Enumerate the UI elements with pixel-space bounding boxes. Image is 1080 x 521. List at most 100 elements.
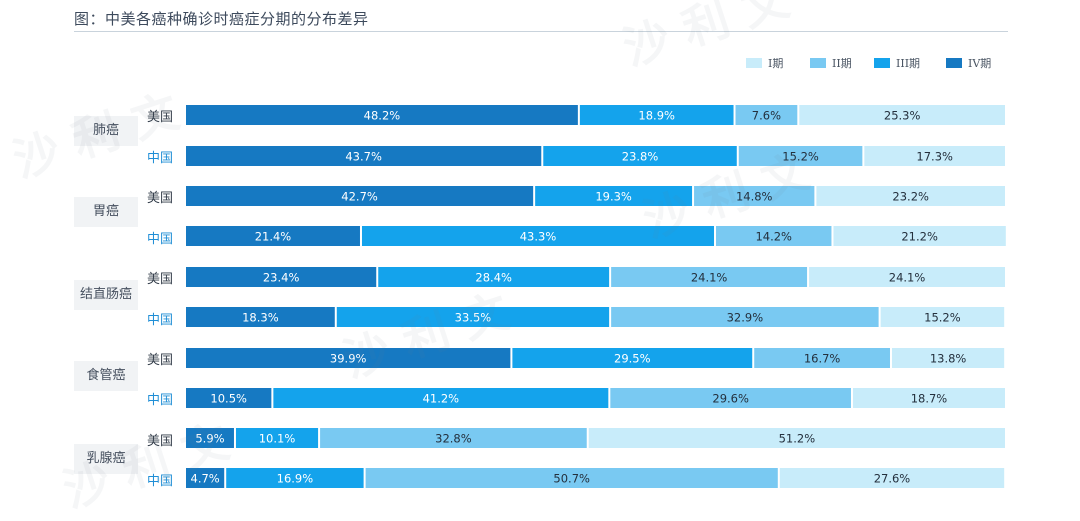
data-label-g1-r1-IV期: 21.4% [255, 230, 292, 244]
country-label-us: 美国 [146, 434, 173, 449]
country-label-cn: 中国 [146, 232, 173, 247]
data-label-g4-r0-I期: 51.2% [779, 432, 816, 446]
bar-segment-g0-r0-IV期 [186, 105, 578, 125]
group-label-esophageal: 食管癌 [74, 361, 138, 391]
data-label-g2-r1-IV期: 18.3% [242, 311, 279, 325]
country-label-us: 美国 [146, 110, 173, 125]
bar-segment-g2-r0-IV期 [186, 267, 377, 287]
bar-segment-g2-r1-I期 [880, 307, 1005, 327]
bar-segment-g4-r1-IV期 [186, 468, 225, 488]
group-label-stomach: 胃癌 [74, 197, 138, 227]
legend-swatch-stage-3 [874, 58, 890, 68]
group-label-colorectal: 结直肠癌 [74, 280, 138, 310]
data-label-g1-r0-II期: 14.8% [736, 190, 773, 204]
country-label-cn: 中国 [146, 474, 173, 489]
legend-label-stage-2: II期 [832, 57, 852, 70]
data-label-g3-r1-IV期: 10.5% [210, 392, 247, 406]
country-label-cn: 中国 [146, 151, 173, 166]
data-label-g3-r0-III期: 29.5% [614, 352, 651, 366]
bar-segment-g1-r0-IV期 [186, 186, 534, 206]
bar-segment-g4-r0-IV期 [186, 428, 234, 448]
bar-segment-g3-r1-IV期 [186, 388, 272, 408]
bar-segment-g2-r0-I期 [809, 267, 1005, 287]
bar-segment-g0-r1-III期 [543, 146, 737, 166]
group-label-breast: 乳腺癌 [74, 444, 138, 474]
data-label-g0-r0-I期: 25.3% [884, 109, 921, 123]
country-label-cn: 中国 [146, 313, 173, 328]
data-label-g4-r0-II期: 32.8% [435, 432, 472, 446]
bar-segment-g3-r0-I期 [891, 348, 1005, 368]
legend: I期 II期 III期 IV期 [746, 55, 1008, 71]
data-label-g2-r0-III期: 28.4% [475, 271, 512, 285]
data-label-g3-r0-I期: 13.8% [930, 352, 967, 366]
data-label-g4-r1-III期: 16.9% [277, 472, 314, 486]
bar-segment-g0-r0-I期 [799, 105, 1005, 125]
legend-swatch-stage-2 [810, 58, 826, 68]
bar-segment-g4-r0-II期 [320, 428, 587, 448]
bar-segment-g4-r0-I期 [588, 428, 1005, 448]
country-label-us: 美国 [146, 353, 173, 368]
bar-segment-g3-r1-II期 [610, 388, 851, 408]
data-label-g1-r1-I期: 21.2% [901, 230, 938, 244]
data-label-g3-r0-IV期: 39.9% [330, 352, 367, 366]
bar-segment-g3-r0-IV期 [186, 348, 511, 368]
data-label-g3-r1-III期: 41.2% [423, 392, 460, 406]
data-label-g2-r1-I期: 15.2% [924, 311, 961, 325]
bar-segment-g1-r1-IV期 [186, 226, 360, 246]
bar-segment-g0-r1-IV期 [186, 146, 542, 166]
data-label-g4-r1-I期: 27.6% [874, 472, 911, 486]
data-label-g4-r0-III期: 10.1% [259, 432, 296, 446]
legend-label-stage-3: III期 [896, 57, 921, 70]
bar-segment-g0-r1-II期 [738, 146, 863, 166]
legend-label-stage-1: I期 [768, 57, 784, 70]
country-label-us: 美国 [146, 191, 173, 206]
bar-segment-g2-r1-IV期 [186, 307, 335, 327]
data-label-g1-r1-II期: 14.2% [755, 230, 792, 244]
bar-segment-g3-r1-III期 [273, 388, 609, 408]
bar-segment-g1-r0-II期 [694, 186, 815, 206]
data-label-g0-r1-II期: 15.2% [782, 150, 819, 164]
bar-segment-g4-r1-I期 [779, 468, 1005, 488]
legend-label-stage-4: IV期 [968, 57, 992, 70]
country-label-us: 美国 [146, 272, 173, 287]
data-label-g0-r1-III期: 23.8% [622, 150, 659, 164]
bar-segment-g3-r1-I期 [852, 388, 1005, 408]
bar-segment-g1-r0-III期 [535, 186, 693, 206]
data-label-g2-r1-II期: 32.9% [727, 311, 764, 325]
bar-segment-g2-r0-II期 [611, 267, 808, 287]
bar-segment-g0-r0-II期 [735, 105, 798, 125]
data-label-g4-r1-IV期: 4.7% [191, 472, 220, 486]
data-label-g4-r1-II期: 50.7% [553, 472, 590, 486]
data-label-g3-r1-I期: 18.7% [911, 392, 948, 406]
data-label-g0-r0-II期: 7.6% [752, 109, 781, 123]
legend-swatch-stage-4 [946, 58, 962, 68]
bar-segment-g0-r0-III期 [579, 105, 734, 125]
bar-segment-g3-r0-II期 [754, 348, 890, 368]
data-label-g1-r0-I期: 23.2% [892, 190, 929, 204]
data-label-g2-r1-III期: 33.5% [455, 311, 492, 325]
bar-segment-g2-r0-III期 [378, 267, 610, 287]
group-label-lung: 肺癌 [74, 116, 138, 146]
bar-segment-g1-r1-I期 [833, 226, 1006, 246]
bar-segment-g2-r1-II期 [611, 307, 879, 327]
country-label-cn: 中国 [146, 393, 173, 408]
data-label-g4-r0-IV期: 5.9% [195, 432, 224, 446]
data-label-g2-r0-I期: 24.1% [889, 271, 926, 285]
title-divider [74, 31, 1008, 32]
data-label-g0-r0-III期: 18.9% [638, 109, 675, 123]
bar-segment-g1-r0-I期 [816, 186, 1005, 206]
bar-segment-g4-r1-III期 [226, 468, 364, 488]
data-label-g2-r0-IV期: 23.4% [263, 271, 300, 285]
bar-segment-g3-r0-III期 [512, 348, 753, 368]
data-label-g0-r1-IV期: 43.7% [345, 150, 382, 164]
data-label-g3-r0-II期: 16.7% [804, 352, 841, 366]
bar-segment-g1-r1-III期 [361, 226, 715, 246]
data-label-g1-r0-III期: 19.3% [595, 190, 632, 204]
bar-segment-g2-r1-III期 [336, 307, 610, 327]
data-label-g1-r1-III期: 43.3% [520, 230, 557, 244]
chart-title: 图：中美各癌种确诊时癌症分期的分布差异 [74, 10, 369, 28]
legend-swatch-stage-1 [746, 58, 762, 68]
bar-segment-g4-r1-II期 [365, 468, 778, 488]
bar-segment-g1-r1-II期 [716, 226, 832, 246]
